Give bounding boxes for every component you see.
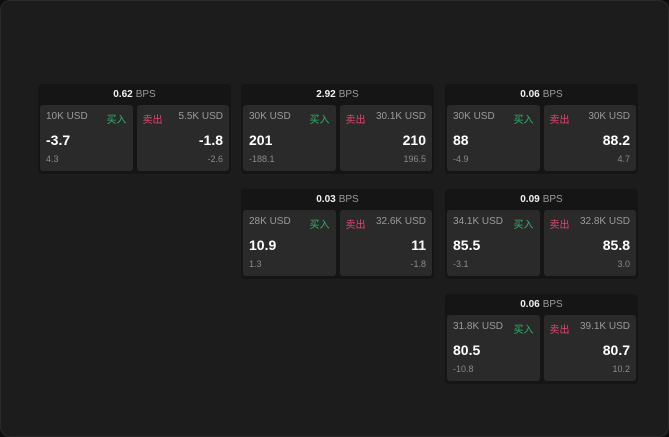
ask-size: 32.6K USD xyxy=(375,216,426,227)
spread-header: 0.09 BPS xyxy=(445,189,638,210)
bid-price: 85.5 xyxy=(453,237,481,253)
ask-change: 196.5 xyxy=(403,154,426,164)
spread-unit: BPS xyxy=(542,89,563,100)
spread-unit: BPS xyxy=(338,194,359,205)
ask-price: 80.7 xyxy=(602,342,630,358)
buy-label: 买入 xyxy=(513,220,534,231)
bid-price: 201 xyxy=(249,132,273,148)
bid-change: -10.8 xyxy=(453,364,474,374)
quote-card: 2.92 BPS 30K USD 买入 201 -188.1 卖出 30.1K USD… xyxy=(241,84,434,174)
bid-change: -188.1 xyxy=(249,154,275,164)
buy-tile[interactable]: 30K USD 买入 201 -188.1 xyxy=(243,105,336,171)
spread-header: 2.92 BPS xyxy=(241,84,434,105)
ask-price: 85.8 xyxy=(602,237,630,253)
ask-size: 39.1K USD xyxy=(579,321,630,332)
sell-tile[interactable]: 卖出 32.8K USD 85.8 3.0 xyxy=(543,210,636,276)
sell-tile[interactable]: 卖出 5.5K USD -1.8 -2.6 xyxy=(136,105,229,171)
buy-label: 买入 xyxy=(309,115,330,126)
ask-change: 3.0 xyxy=(617,259,630,269)
bid-change: 1.3 xyxy=(249,259,262,269)
bid-price: 10.9 xyxy=(249,237,277,253)
spread-header: 0.62 BPS xyxy=(38,84,231,105)
buy-label: 买入 xyxy=(309,220,330,231)
bid-size: 10K USD xyxy=(46,111,88,122)
spread-unit: BPS xyxy=(338,89,359,100)
bid-size: 31.8K USD xyxy=(453,321,504,332)
spread-value: 0.03 xyxy=(316,194,336,205)
ask-size: 30.1K USD xyxy=(375,111,426,122)
ask-size: 32.8K USD xyxy=(579,216,630,227)
sell-label: 卖出 xyxy=(345,220,366,231)
spread-header: 0.03 BPS xyxy=(241,189,434,210)
bid-size: 28K USD xyxy=(249,216,291,227)
buy-tile[interactable]: 30K USD 买入 88 -4.9 xyxy=(447,105,540,171)
bid-change: 4.3 xyxy=(46,154,59,164)
spread-unit: BPS xyxy=(542,299,563,310)
spread-unit: BPS xyxy=(135,89,156,100)
sell-label: 卖出 xyxy=(549,325,570,336)
ask-change: 10.2 xyxy=(612,364,630,374)
sell-label: 卖出 xyxy=(345,115,366,126)
buy-label: 买入 xyxy=(513,115,534,126)
spread-value: 2.92 xyxy=(316,89,336,100)
ask-change: -1.8 xyxy=(410,259,426,269)
sell-tile[interactable]: 卖出 39.1K USD 80.7 10.2 xyxy=(543,315,636,381)
spread-unit: BPS xyxy=(542,194,563,205)
sell-label: 卖出 xyxy=(549,115,570,126)
ask-change: 4.7 xyxy=(617,154,630,164)
spread-value: 0.06 xyxy=(520,299,540,310)
buy-tile[interactable]: 28K USD 买入 10.9 1.3 xyxy=(243,210,336,276)
ask-change: -2.6 xyxy=(207,154,223,164)
sell-tile[interactable]: 卖出 30.1K USD 210 196.5 xyxy=(339,105,432,171)
bid-price: 88 xyxy=(453,132,469,148)
quote-card: 0.06 BPS 30K USD 买入 88 -4.9 卖出 30K USD 88.2… xyxy=(445,84,638,174)
spread-value: 0.09 xyxy=(520,194,540,205)
ask-price: 210 xyxy=(402,132,426,148)
buy-label: 买入 xyxy=(513,325,534,336)
ask-price: -1.8 xyxy=(198,132,223,148)
bid-size: 30K USD xyxy=(249,111,291,122)
sell-label: 卖出 xyxy=(549,220,570,231)
ask-size: 5.5K USD xyxy=(178,111,223,122)
ask-price: 11 xyxy=(411,237,426,253)
quote-card: 0.03 BPS 28K USD 买入 10.9 1.3 卖出 32.6K USD 1… xyxy=(241,189,434,279)
bid-change: -3.1 xyxy=(453,259,469,269)
bid-size: 30K USD xyxy=(453,111,495,122)
quote-card: 0.09 BPS 34.1K USD 买入 85.5 -3.1 卖出 32.8K US… xyxy=(445,189,638,279)
sell-tile[interactable]: 卖出 30K USD 88.2 4.7 xyxy=(543,105,636,171)
buy-tile[interactable]: 10K USD 买入 -3.7 4.3 xyxy=(40,105,133,171)
bid-change: -4.9 xyxy=(453,154,469,164)
spread-header: 0.06 BPS xyxy=(445,84,638,105)
sell-tile[interactable]: 卖出 32.6K USD 11 -1.8 xyxy=(339,210,432,276)
spread-header: 0.06 BPS xyxy=(445,294,638,315)
spread-value: 0.62 xyxy=(113,89,133,100)
quote-card: 0.62 BPS 10K USD 买入 -3.7 4.3 卖出 5.5K USD -1… xyxy=(38,84,231,174)
bid-price: 80.5 xyxy=(453,342,481,358)
bid-size: 34.1K USD xyxy=(453,216,504,227)
bid-price: -3.7 xyxy=(46,132,71,148)
sell-label: 卖出 xyxy=(142,115,163,126)
spread-value: 0.06 xyxy=(520,89,540,100)
ask-size: 30K USD xyxy=(588,111,630,122)
quote-card: 0.06 BPS 31.8K USD 买入 80.5 -10.8 卖出 39.1K U… xyxy=(445,294,638,384)
buy-label: 买入 xyxy=(106,115,127,126)
ask-price: 88.2 xyxy=(602,132,630,148)
buy-tile[interactable]: 31.8K USD 买入 80.5 -10.8 xyxy=(447,315,540,381)
buy-tile[interactable]: 34.1K USD 买入 85.5 -3.1 xyxy=(447,210,540,276)
